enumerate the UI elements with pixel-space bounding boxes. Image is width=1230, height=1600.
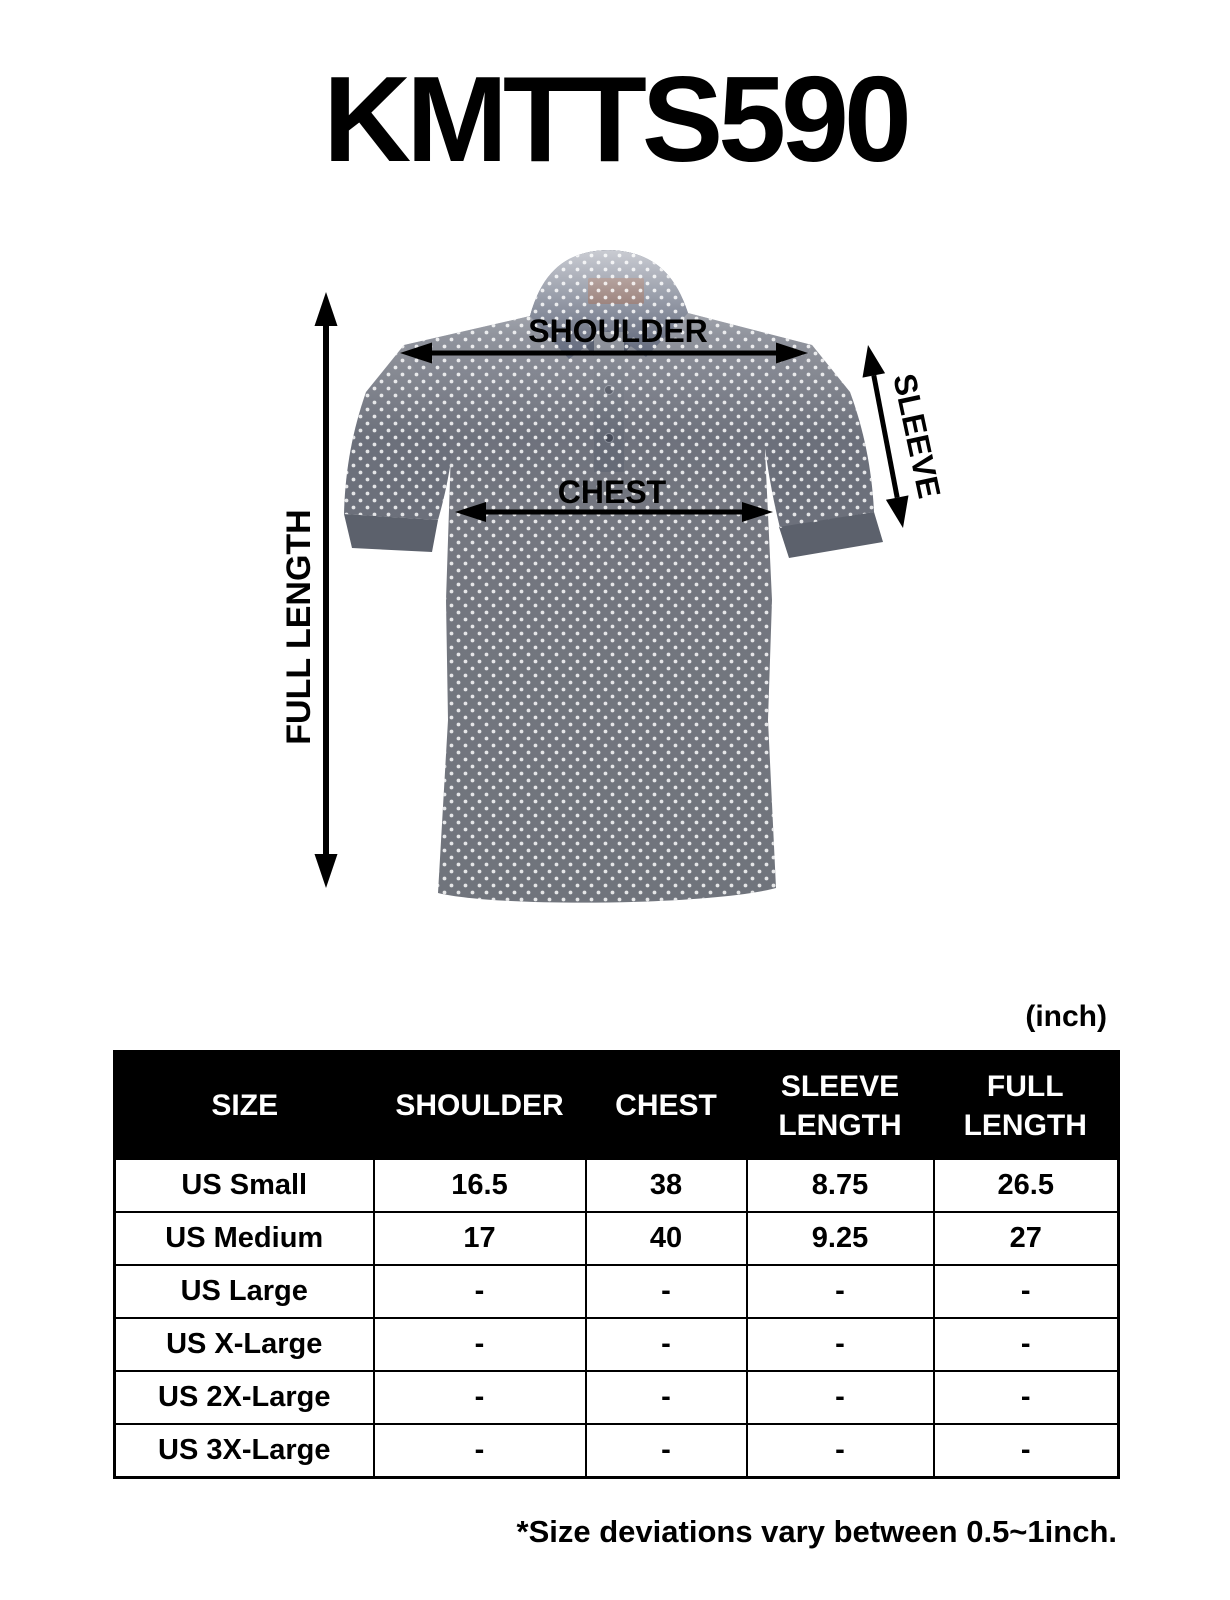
cell-shoulder: - bbox=[372, 1317, 587, 1372]
cell-size: US X-Large bbox=[113, 1317, 375, 1372]
cell-sleeve-length: - bbox=[745, 1264, 935, 1319]
cell-chest: - bbox=[584, 1370, 748, 1425]
full-length-label: FULL LENGTH bbox=[280, 509, 318, 745]
cell-full-length: 26.5 bbox=[932, 1158, 1120, 1213]
cell-size: US 2X-Large bbox=[113, 1370, 375, 1425]
cell-shoulder: - bbox=[372, 1423, 587, 1479]
size-table: SIZE SHOULDER CHEST SLEEVE LENGTH FULL L… bbox=[113, 1050, 1120, 1479]
table-row-us-x-large: US X-Large - - - - bbox=[113, 1317, 1120, 1372]
full-length-arrow bbox=[314, 292, 338, 888]
polo-shirt-diagram bbox=[314, 250, 909, 903]
size-deviation-footnote: *Size deviations vary between 0.5~1inch. bbox=[516, 1514, 1117, 1549]
cell-chest: - bbox=[584, 1317, 748, 1372]
cell-shoulder: - bbox=[372, 1264, 587, 1319]
cell-size: US Medium bbox=[113, 1211, 375, 1266]
measurement-arrows bbox=[314, 292, 909, 888]
cell-full-length: 27 bbox=[932, 1211, 1120, 1266]
cell-sleeve-length: 9.25 bbox=[745, 1211, 935, 1266]
cell-shoulder: - bbox=[372, 1370, 587, 1425]
cell-size: US Large bbox=[113, 1264, 375, 1319]
cell-sleeve-length: - bbox=[745, 1317, 935, 1372]
size-table-header-row: SIZE SHOULDER CHEST SLEEVE LENGTH FULL L… bbox=[114, 1051, 1119, 1159]
table-row-us-large: US Large - - - - bbox=[113, 1264, 1120, 1319]
col-header-chest: CHEST bbox=[585, 1051, 747, 1159]
cell-chest: - bbox=[584, 1423, 748, 1479]
cell-chest: - bbox=[584, 1264, 748, 1319]
cell-chest: 38 bbox=[584, 1158, 748, 1213]
col-header-full-length: FULL LENGTH bbox=[933, 1051, 1119, 1159]
cell-full-length: - bbox=[932, 1423, 1120, 1479]
cell-size: US 3X-Large bbox=[113, 1423, 375, 1479]
cell-full-length: - bbox=[932, 1264, 1120, 1319]
cell-full-length: - bbox=[932, 1317, 1120, 1372]
unit-label: (inch) bbox=[1025, 1000, 1107, 1033]
cell-full-length: - bbox=[932, 1370, 1120, 1425]
table-row-us-medium: US Medium 17 40 9.25 27 bbox=[113, 1211, 1120, 1266]
cell-shoulder: 16.5 bbox=[372, 1158, 587, 1213]
product-title: KMTTS590 bbox=[323, 51, 912, 187]
col-header-shoulder: SHOULDER bbox=[373, 1051, 586, 1159]
cell-shoulder: 17 bbox=[372, 1211, 587, 1266]
shoulder-label: SHOULDER bbox=[528, 313, 708, 349]
sleeve-arrow bbox=[862, 345, 909, 528]
col-header-sleeve-length: SLEEVE LENGTH bbox=[746, 1051, 934, 1159]
cell-chest: 40 bbox=[584, 1211, 748, 1266]
chest-label: CHEST bbox=[557, 474, 667, 510]
table-row-us-2x-large: US 2X-Large - - - - bbox=[113, 1370, 1120, 1425]
table-row-us-3x-large: US 3X-Large - - - - bbox=[113, 1423, 1120, 1479]
shoulder-arrow bbox=[400, 342, 808, 364]
cell-sleeve-length: - bbox=[745, 1370, 935, 1425]
cell-size: US Small bbox=[113, 1158, 375, 1213]
cell-sleeve-length: 8.75 bbox=[745, 1158, 935, 1213]
chest-arrow bbox=[455, 502, 773, 522]
table-row-us-small: US Small 16.5 38 8.75 26.5 bbox=[113, 1158, 1120, 1213]
cell-sleeve-length: - bbox=[745, 1423, 935, 1479]
col-header-size: SIZE bbox=[114, 1051, 374, 1159]
